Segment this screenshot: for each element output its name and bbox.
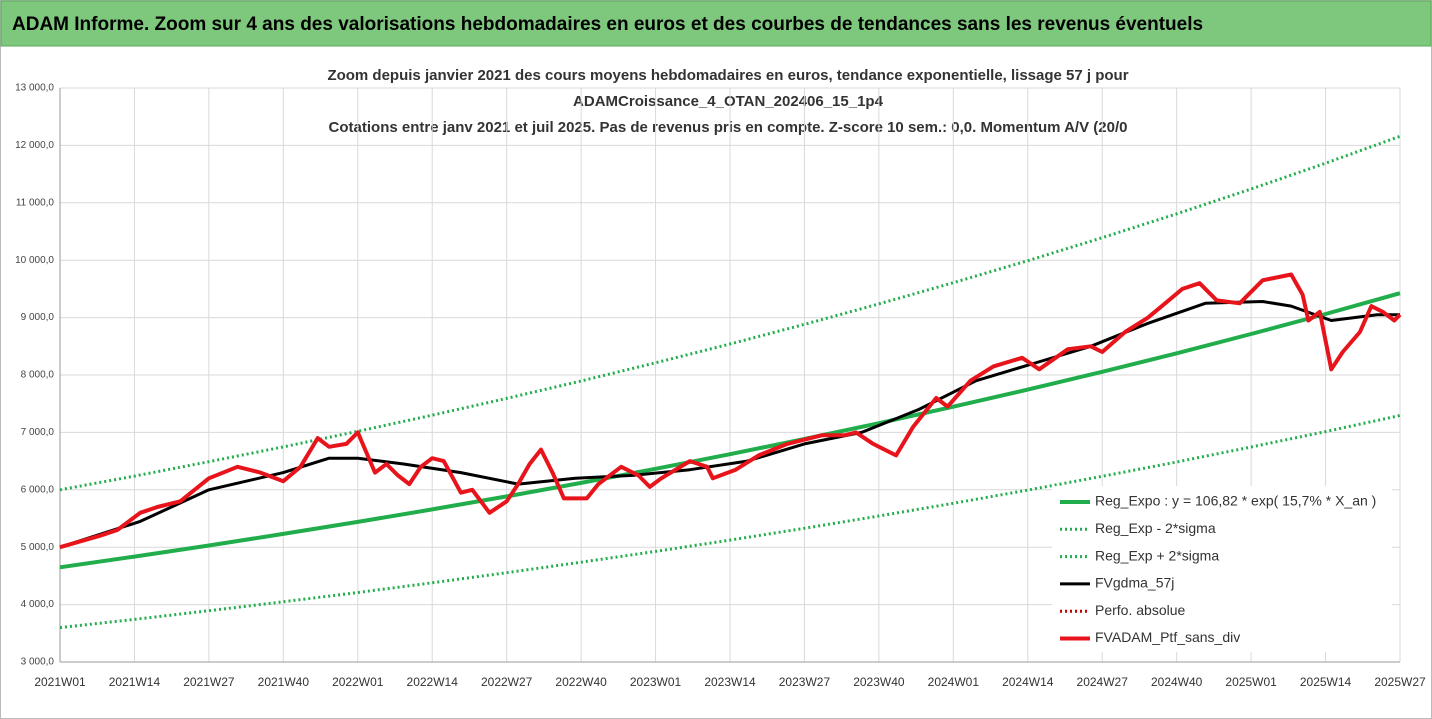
x-tick-label: 2021W40 <box>258 675 310 689</box>
series-line <box>59 134 1401 492</box>
series-line <box>59 300 1400 549</box>
y-tick-label: 12 000,0 <box>15 140 54 151</box>
chart-subtitle: Cotations entre janv 2021 et juil 2025. … <box>329 119 1128 136</box>
y-tick-label: 4 000,0 <box>21 599 55 610</box>
x-tick-label: 2025W01 <box>1225 675 1277 689</box>
y-tick-label: 7 000,0 <box>21 427 55 438</box>
x-tick-label: 2025W27 <box>1374 675 1426 689</box>
x-tick-label: 2022W14 <box>407 675 459 689</box>
series-line <box>59 291 1401 570</box>
x-tick-label: 2022W01 <box>332 675 384 689</box>
title-banner <box>0 0 1432 47</box>
y-tick-label: 6 000,0 <box>21 484 55 495</box>
y-tick-label: 8 000,0 <box>21 370 55 381</box>
legend-label: FVgdma_57j <box>1095 575 1174 591</box>
legend-label: Reg_Exp - 2*sigma <box>1095 520 1216 536</box>
x-tick-label: 2022W27 <box>481 675 533 689</box>
legend-label: Reg_Expo : y = 106,82 * exp( 15,7% * X_a… <box>1095 493 1376 509</box>
y-tick-label: 9 000,0 <box>21 312 55 323</box>
legend-box <box>1052 486 1392 652</box>
x-tick-label: 2023W14 <box>704 675 756 689</box>
x-tick-label: 2024W01 <box>928 675 980 689</box>
x-tick-label: 2022W40 <box>555 675 607 689</box>
x-tick-label: 2024W14 <box>1002 675 1054 689</box>
y-tick-label: 13 000,0 <box>15 83 54 94</box>
x-tick-label: 2023W27 <box>779 675 831 689</box>
x-tick-label: 2023W01 <box>630 675 682 689</box>
y-tick-label: 3 000,0 <box>21 657 55 668</box>
x-tick-label: 2024W27 <box>1077 675 1129 689</box>
y-tick-label: 11 000,0 <box>16 197 55 208</box>
series-line <box>59 414 1401 630</box>
legend-label: Reg_Exp + 2*sigma <box>1095 547 1219 563</box>
x-tick-label: 2023W40 <box>853 675 905 689</box>
x-tick-label: 2021W27 <box>183 675 235 689</box>
chart-subtitle: Zoom depuis janvier 2021 des cours moyen… <box>327 67 1128 84</box>
chart-title: ADAM Informe. Zoom sur 4 ans des valoris… <box>12 14 1203 35</box>
y-tick-label: 5 000,0 <box>21 542 55 553</box>
x-tick-label: 2024W40 <box>1151 675 1203 689</box>
x-tick-label: 2021W14 <box>109 675 161 689</box>
chart-subtitle: ADAMCroissance_4_OTAN_202406_15_1p4 <box>573 93 884 110</box>
x-tick-label: 2025W14 <box>1300 675 1352 689</box>
y-tick-label: 10 000,0 <box>15 255 54 266</box>
legend-label: FVADAM_Ptf_sans_div <box>1095 629 1240 645</box>
legend-label: Perfo. absolue <box>1095 602 1185 618</box>
x-tick-label: 2021W01 <box>34 675 86 689</box>
series-line <box>59 272 1402 550</box>
